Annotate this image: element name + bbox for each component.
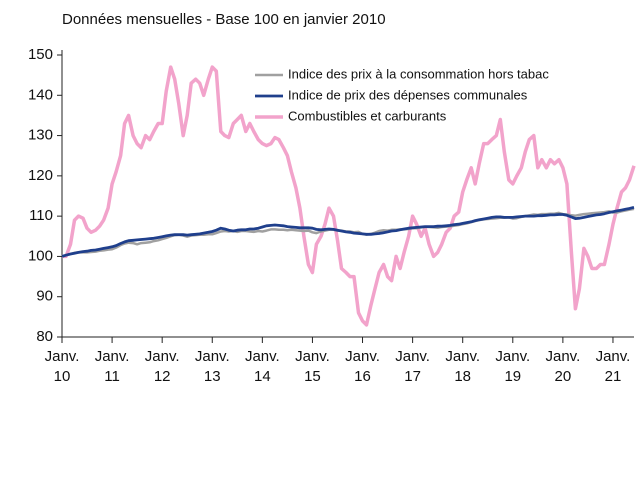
x-tick-label: 13 (204, 368, 221, 385)
x-tick-label: Janv. (445, 348, 480, 365)
y-tick-label: 100 (28, 247, 53, 264)
x-tick-label: 12 (154, 368, 171, 385)
series-line (62, 65, 636, 327)
x-tick-label: Janv. (45, 348, 80, 365)
x-tick-label: Janv. (546, 348, 581, 365)
legend-label: Indice de prix des dépenses communales (288, 87, 528, 102)
x-tick-label: 16 (354, 368, 371, 385)
x-tick-label: Janv. (596, 348, 631, 365)
y-tick-label: 90 (36, 288, 53, 305)
y-tick-label: 140 (28, 86, 53, 103)
x-tick-label: 18 (454, 368, 471, 385)
x-tick-label: 10 (54, 368, 71, 385)
y-tick-label: 130 (28, 127, 53, 144)
x-tick-label: 11 (104, 368, 120, 385)
x-tick-label: 15 (304, 368, 321, 385)
x-tick-label: Janv. (395, 348, 430, 365)
y-tick-label: 80 (36, 328, 53, 345)
x-tick-label: 17 (404, 368, 421, 385)
x-tick-label: 20 (555, 368, 572, 385)
series-line (61, 205, 635, 258)
x-tick-label: 14 (254, 368, 271, 385)
x-tick-label: Janv. (95, 348, 130, 365)
y-tick-label: 120 (28, 167, 53, 184)
x-tick-label: Janv. (245, 348, 280, 365)
chart-title: Données mensuelles - Base 100 en janvier… (62, 11, 386, 28)
x-tick-label: Janv. (345, 348, 380, 365)
x-tick-label: 19 (504, 368, 521, 385)
x-tick-label: Janv. (495, 348, 530, 365)
legend-label: Indice des prix à la consommation hors t… (288, 66, 549, 81)
legend-label: Combustibles et carburants (288, 108, 447, 123)
x-tick-label: Janv. (295, 348, 330, 365)
y-tick-label: 150 (28, 46, 53, 63)
x-tick-label: 21 (605, 368, 622, 385)
x-tick-label: Janv. (195, 348, 230, 365)
y-tick-label: 110 (29, 207, 53, 224)
x-tick-label: Janv. (145, 348, 180, 365)
